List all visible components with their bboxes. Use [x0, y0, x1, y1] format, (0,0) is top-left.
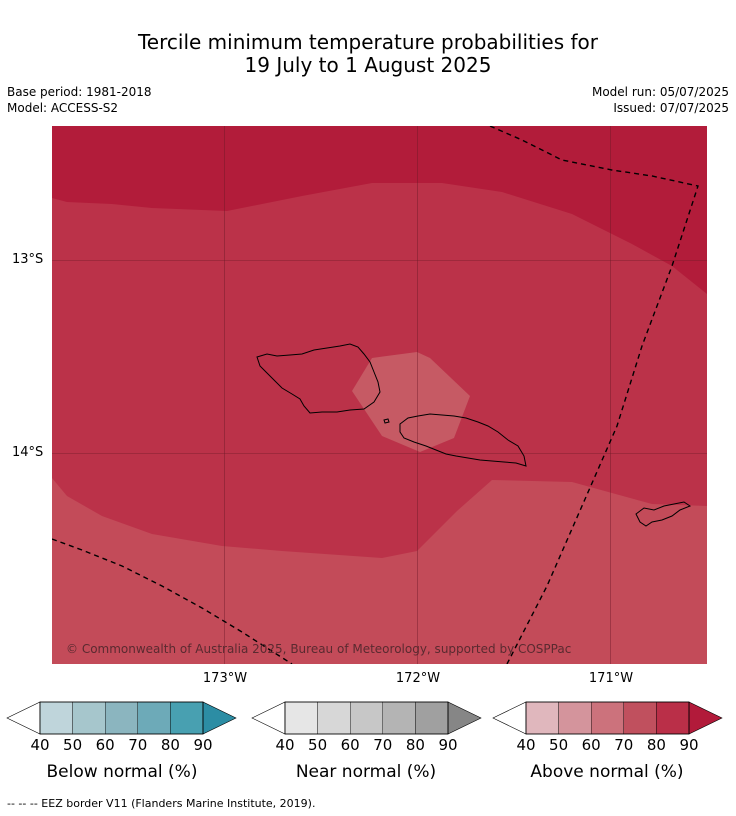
lon-label-172w: 172°W	[395, 671, 441, 686]
colorbars	[6, 701, 723, 735]
lon-label-171w: 171°W	[588, 671, 634, 686]
near-tick-90: 90	[438, 736, 458, 754]
near-extension-high	[447, 701, 482, 735]
island-manono	[383, 418, 390, 424]
above-tick-60: 60	[581, 736, 601, 754]
region-lighter-patch	[352, 352, 470, 452]
near-outline	[284, 701, 449, 735]
below-tick-70: 70	[128, 736, 148, 754]
eez-legend-note: -- -- -- EEZ border V11 (Flanders Marine…	[7, 797, 316, 810]
below-segment-70	[137, 701, 171, 735]
title-line-1: Tercile minimum temperature probabilitie…	[137, 30, 599, 54]
model-name: Model: ACCESS-S2	[7, 101, 119, 115]
islands	[256, 343, 692, 527]
island-savaii	[256, 343, 381, 414]
colorbar-title-above: Above normal (%)	[530, 762, 684, 782]
near-segment-80	[415, 701, 449, 735]
colorbar-near-normal	[251, 701, 482, 735]
below-tick-40: 40	[30, 736, 50, 754]
colorbar-ticks: 40 50 60 70 80 90 40 50 60 70 80 90 40 50 60 70 80 90	[0, 736, 736, 756]
above-tick-90: 90	[679, 736, 699, 754]
above-segment-40	[525, 701, 559, 735]
above-segment-60	[591, 701, 625, 735]
above-tick-70: 70	[614, 736, 634, 754]
meta-right: Model run: 05/07/2025 Issued: 07/07/2025	[592, 84, 729, 116]
below-segment-50	[72, 701, 106, 735]
eez-line-south-west	[52, 538, 293, 664]
island-tutuila	[635, 501, 692, 527]
issued-date: Issued: 07/07/2025	[613, 101, 729, 115]
lon-label-173w: 173°W	[202, 671, 248, 686]
near-segment-50	[317, 701, 351, 735]
near-segment-40	[284, 701, 318, 735]
map-title: Tercile minimum temperature probabilitie…	[0, 31, 736, 77]
base-period: Base period: 1981-2018	[7, 85, 152, 99]
below-tick-50: 50	[63, 736, 83, 754]
eez-border	[52, 126, 699, 664]
below-extension-high	[202, 701, 237, 735]
below-tick-60: 60	[95, 736, 115, 754]
above-extension-high	[688, 701, 723, 735]
above-tick-80: 80	[646, 736, 666, 754]
below-segment-40	[39, 701, 73, 735]
near-tick-40: 40	[275, 736, 295, 754]
above-extension-low	[492, 701, 527, 735]
title-line-2: 19 July to 1 August 2025	[244, 53, 492, 77]
colorbar-title-below: Below normal (%)	[46, 762, 198, 782]
near-tick-60: 60	[340, 736, 360, 754]
below-extension-low	[6, 701, 41, 735]
above-segment-80	[656, 701, 690, 735]
lat-label-14s: 14°S	[12, 445, 44, 460]
below-segment-80	[170, 701, 204, 735]
near-tick-80: 80	[405, 736, 425, 754]
below-tick-80: 80	[160, 736, 180, 754]
above-tick-50: 50	[549, 736, 569, 754]
below-tick-90: 90	[193, 736, 213, 754]
region-above-80	[52, 126, 707, 558]
colorbar-title-near: Near normal (%)	[295, 762, 437, 782]
above-segment-70	[623, 701, 657, 735]
eez-line-north-east	[489, 126, 699, 664]
copyright-notice: © Commonwealth of Australia 2025, Bureau…	[66, 642, 572, 656]
below-outline	[39, 701, 204, 735]
above-tick-40: 40	[516, 736, 536, 754]
above-outline	[525, 701, 690, 735]
lat-label-13s: 13°S	[12, 252, 44, 267]
colorbar-below-normal	[6, 701, 237, 735]
near-tick-50: 50	[308, 736, 328, 754]
island-upolu	[399, 413, 527, 467]
near-extension-low	[251, 701, 286, 735]
near-segment-60	[350, 701, 384, 735]
above-segment-50	[558, 701, 592, 735]
near-tick-70: 70	[373, 736, 393, 754]
probability-map	[52, 126, 707, 664]
meta-left: Base period: 1981-2018 Model: ACCESS-S2	[7, 84, 152, 116]
region-above-90	[52, 126, 707, 294]
colorbar-above-normal	[492, 701, 723, 735]
graticule	[52, 126, 707, 664]
near-segment-70	[382, 701, 416, 735]
model-run: Model run: 05/07/2025	[591, 85, 729, 99]
below-segment-60	[104, 701, 138, 735]
